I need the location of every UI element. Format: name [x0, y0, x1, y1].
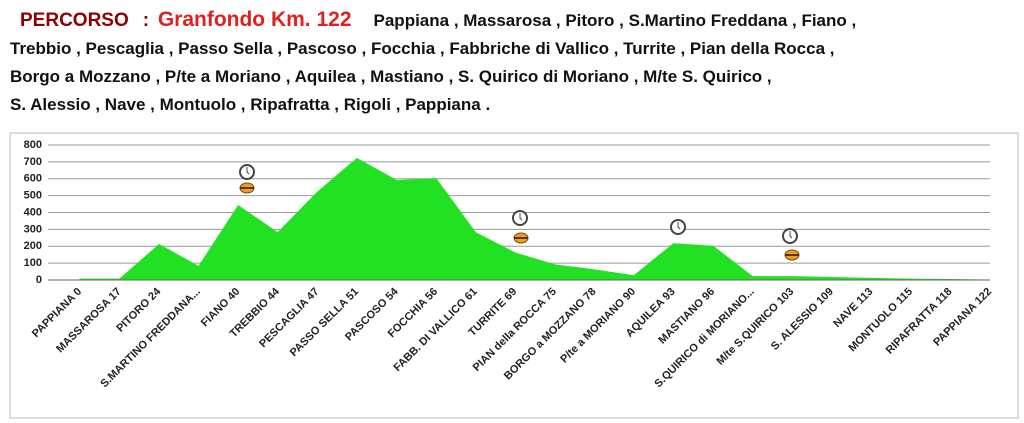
y-tick-label: 800	[24, 139, 42, 151]
y-tick-label: 300	[24, 223, 42, 235]
chart-frame	[9, 132, 1019, 419]
burger-icon	[784, 249, 800, 261]
burger-icon	[513, 232, 529, 244]
x-tick-label: PASSO SELLA 51	[288, 286, 361, 359]
y-tick-label: 100	[24, 257, 42, 269]
route-line: PERCORSO: Granfondo Km. 122 Pappiana , Ma…	[10, 6, 1010, 35]
icons	[239, 164, 800, 261]
route-text: Pappiana , Massarosa , Pitoro , S.Martin…	[373, 11, 857, 30]
event-title: Granfondo Km. 122	[157, 8, 352, 31]
y-tick-label: 400	[24, 206, 42, 218]
elevation-area	[79, 157, 991, 281]
clock-icon	[670, 219, 686, 235]
y-tick-label: 600	[24, 173, 42, 185]
clock-icon	[782, 228, 798, 244]
header: PERCORSO: Granfondo Km. 122 Pappiana , Ma…	[10, 6, 1010, 119]
y-tick-label: 200	[24, 240, 42, 252]
separator: :	[142, 10, 150, 31]
route-line: Trebbio , Pescaglia , Passo Sella , Pasc…	[10, 39, 835, 58]
y-tick-label: 0	[36, 274, 42, 286]
y-tick-label: 700	[24, 156, 42, 168]
x-tick-label: M/te S.QUIRICO 103	[714, 286, 796, 368]
route-line: Borgo a Mozzano , P/te a Moriano , Aquil…	[10, 67, 772, 86]
clock-icon	[512, 210, 528, 226]
x-tick-label: P/te a MORIANO 90	[558, 286, 638, 366]
x-tick-label: RIPAFRATTA 118	[884, 286, 955, 357]
clock-icon	[239, 164, 255, 180]
y-tick-label: 500	[24, 190, 42, 202]
burger-icon	[239, 182, 255, 194]
percorso-label: PERCORSO	[20, 10, 129, 31]
route-line: S. Alessio , Nave , Montuolo , Ripafratt…	[10, 95, 491, 114]
